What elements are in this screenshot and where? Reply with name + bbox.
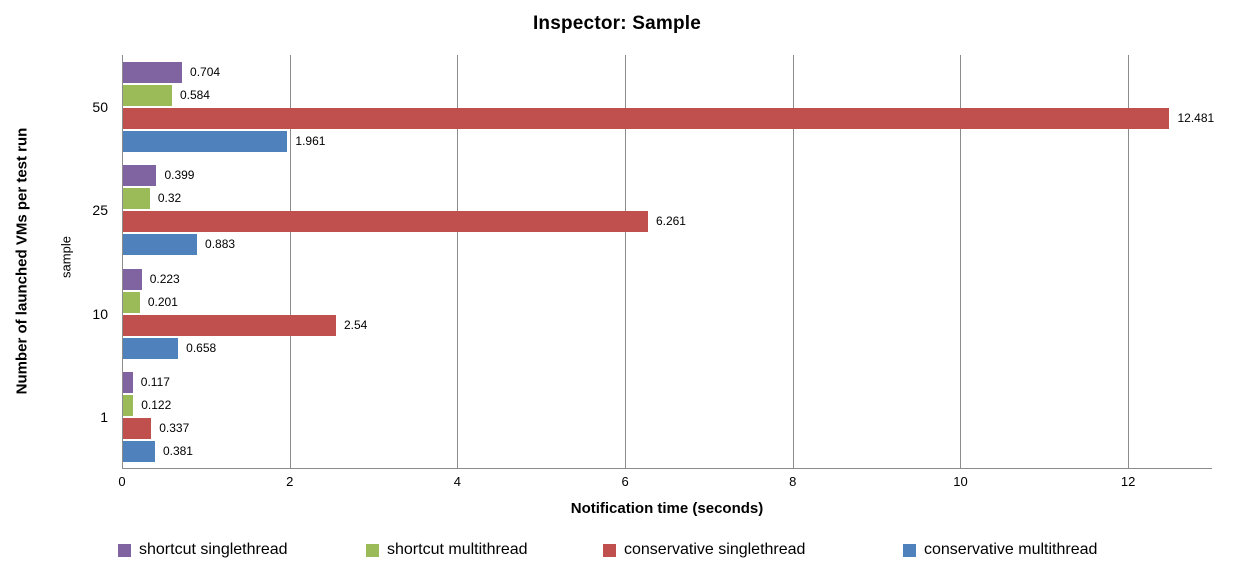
category-label: 25 [92,202,108,219]
y-axis-title: Number of launched VMs per test run [13,127,31,395]
x-axis-title: Notification time (seconds) [570,500,764,517]
bar-shortcut-singlethread [123,165,157,187]
bar-value-label: 2.54 [343,317,368,332]
bar-value-label: 0.32 [157,191,182,206]
bar-value-label: 6.261 [655,214,686,229]
x-tick-label: 10 [953,474,968,489]
gridline [960,55,962,468]
bar-conservative-singlethread [123,108,1170,129]
bar-shortcut-multithread [123,291,140,313]
legend-swatch-icon [118,543,131,557]
bar-value-label: 1.961 [295,134,326,148]
legend-item: shortcut multithread [366,540,528,560]
bar-value-label: 12.481 [1177,111,1215,125]
bar-conservative-multithread [123,131,288,152]
bar-shortcut-singlethread [123,62,183,83]
bar-value-label: 0.201 [147,294,178,309]
category-label: 1 [100,408,108,425]
bar-value-label: 0.381 [162,443,193,458]
plot-area: 0.704 0.584 12.481 1.961 0.399 0.32 6.261 0.883… [122,55,1215,469]
bar-value-label: 0.584 [179,88,210,102]
legend-label: shortcut multithread [387,541,528,558]
legend-label: conservative multithread [924,541,1098,558]
gridline [792,55,794,468]
bar-shortcut-multithread [123,85,172,106]
bar-conservative-multithread [123,234,198,256]
gridline [1128,55,1130,468]
bar-value-label: 0.223 [149,271,180,286]
bar-conservative-singlethread [123,417,152,439]
chart-title: Inspector: Sample [532,13,702,34]
bar-value-label: 0.122 [141,397,172,412]
gridline [289,55,291,468]
x-tick-label: 2 [286,474,294,489]
x-tick-label: 4 [453,474,461,489]
bar-value-label: 0.704 [190,65,221,79]
bar-conservative-singlethread [123,314,336,336]
bar-shortcut-singlethread [123,371,133,393]
legend-swatch-icon [366,543,379,557]
bar-shortcut-multithread [123,394,134,416]
legend-swatch-icon [903,543,916,557]
bar-value-label: 0.399 [164,168,195,183]
legend-item: conservative multithread [903,540,1097,560]
x-tick-label: 0 [118,474,126,489]
legend-item: shortcut singlethread [118,540,288,560]
y-axis-line [122,55,123,468]
bar-value-label: 0.658 [186,340,217,355]
bar-conservative-singlethread [123,211,648,233]
category-label: 10 [92,305,108,322]
legend-item: conservative singlethread [603,540,805,560]
x-tick-label: 12 [1120,474,1136,489]
x-tick-label: 6 [621,474,629,489]
bar-value-label: 0.883 [205,237,236,252]
gridline [457,55,459,468]
legend-label: conservative singlethread [624,541,806,558]
legend-swatch-icon [603,543,616,557]
bar-shortcut-singlethread [123,268,142,290]
bar-conservative-multithread [123,440,155,462]
bar-value-label: 0.117 [140,374,170,389]
x-tick-label: 8 [789,474,797,489]
bar-shortcut-multithread [123,188,150,210]
category-label: 50 [92,99,108,115]
legend-label: shortcut singlethread [139,541,288,558]
bar-conservative-multithread [123,337,179,359]
gridline [625,55,627,468]
bar-value-label: 0.337 [159,420,190,435]
y-axis-subtitle: sample [58,236,74,278]
